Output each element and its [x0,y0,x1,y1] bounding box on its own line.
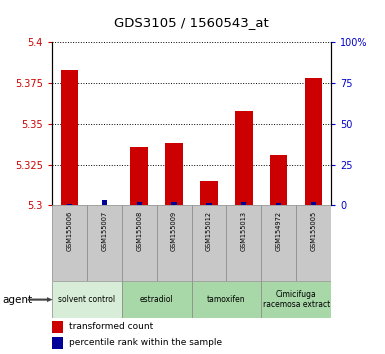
Bar [52,321,63,333]
Bar [192,205,226,281]
Text: agent: agent [2,295,32,304]
Bar [235,111,253,205]
Text: GSM155009: GSM155009 [171,211,177,251]
Bar [296,205,331,281]
Bar [67,204,72,205]
Bar [261,281,331,319]
Bar [102,200,107,205]
Text: transformed count: transformed count [69,322,153,331]
Bar [122,205,157,281]
Text: GSM154972: GSM154972 [276,211,282,251]
Bar [171,202,177,205]
Bar [192,281,261,319]
Bar [137,202,142,205]
Bar [261,205,296,281]
Text: estradiol: estradiol [140,295,174,304]
Text: GSM155013: GSM155013 [241,211,247,251]
Text: tamoxifen: tamoxifen [207,295,246,304]
Text: GSM155012: GSM155012 [206,211,212,251]
Bar [226,205,261,281]
Text: GSM155006: GSM155006 [67,211,72,251]
Bar [206,203,212,205]
Bar [305,78,322,205]
Bar [276,203,281,205]
Text: Cimicifuga
racemosa extract: Cimicifuga racemosa extract [263,290,330,309]
Bar [61,70,78,205]
Bar [87,205,122,281]
Bar [131,147,148,205]
Bar [52,281,122,319]
Text: solvent control: solvent control [58,295,116,304]
Text: percentile rank within the sample: percentile rank within the sample [69,338,222,347]
Bar [52,205,87,281]
Text: GSM155005: GSM155005 [311,211,316,251]
Bar [157,205,192,281]
Text: GDS3105 / 1560543_at: GDS3105 / 1560543_at [114,17,269,29]
Bar [270,155,288,205]
Bar [241,202,246,205]
Text: GSM155007: GSM155007 [101,211,107,251]
Text: GSM155008: GSM155008 [136,211,142,251]
Bar [166,143,183,205]
Bar [52,337,63,349]
Bar [200,181,218,205]
Bar [311,202,316,205]
Bar [122,281,192,319]
